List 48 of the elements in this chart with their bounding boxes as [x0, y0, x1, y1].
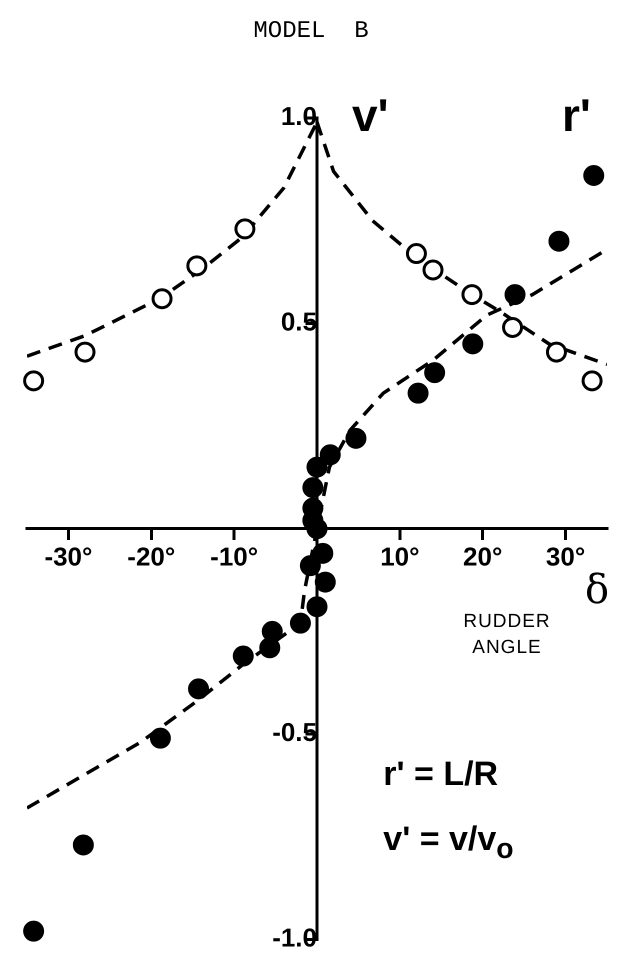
chart-title: MODEL B	[252, 18, 370, 45]
x-tick-label: -10°	[210, 541, 258, 572]
x-axis-title: δ	[585, 566, 610, 613]
text: v'	[352, 88, 389, 142]
point	[424, 362, 446, 384]
point	[314, 572, 336, 593]
point	[300, 555, 321, 576]
point	[462, 333, 484, 354]
point	[408, 382, 429, 404]
point	[259, 637, 280, 658]
point	[23, 920, 44, 942]
x-tick-label: -20°	[127, 541, 176, 572]
point	[74, 342, 96, 363]
point	[582, 370, 603, 392]
annotation: r' = L/R	[383, 754, 498, 794]
x-tick-label: 30°	[546, 541, 586, 572]
point	[546, 342, 567, 363]
point	[306, 456, 328, 478]
annotation: RUDDER ANGLE	[462, 610, 552, 660]
x-tick-label: -30°	[44, 541, 92, 572]
point	[583, 165, 604, 186]
point	[23, 370, 44, 392]
point	[320, 444, 341, 466]
y-tick-label: -0.5	[272, 717, 317, 748]
x-tick-label: 10°	[380, 541, 420, 572]
point	[461, 284, 482, 306]
point	[186, 255, 208, 276]
point	[188, 678, 210, 700]
point	[504, 284, 526, 306]
point	[422, 259, 444, 280]
point	[306, 518, 328, 540]
point	[72, 834, 94, 856]
point	[312, 542, 334, 564]
x-tick-label: 20°	[463, 541, 502, 572]
annotation: v' = v/v$_{o}$	[383, 820, 514, 866]
point	[406, 243, 427, 264]
point	[290, 612, 311, 634]
point	[502, 316, 524, 338]
point	[234, 218, 256, 240]
series-label: r'	[562, 88, 591, 142]
point	[150, 728, 171, 749]
y-tick-label: 0.5	[280, 306, 317, 337]
point	[152, 288, 173, 310]
point	[345, 428, 366, 449]
point	[232, 646, 254, 667]
point	[302, 477, 324, 498]
point	[306, 596, 328, 618]
point	[548, 230, 570, 252]
